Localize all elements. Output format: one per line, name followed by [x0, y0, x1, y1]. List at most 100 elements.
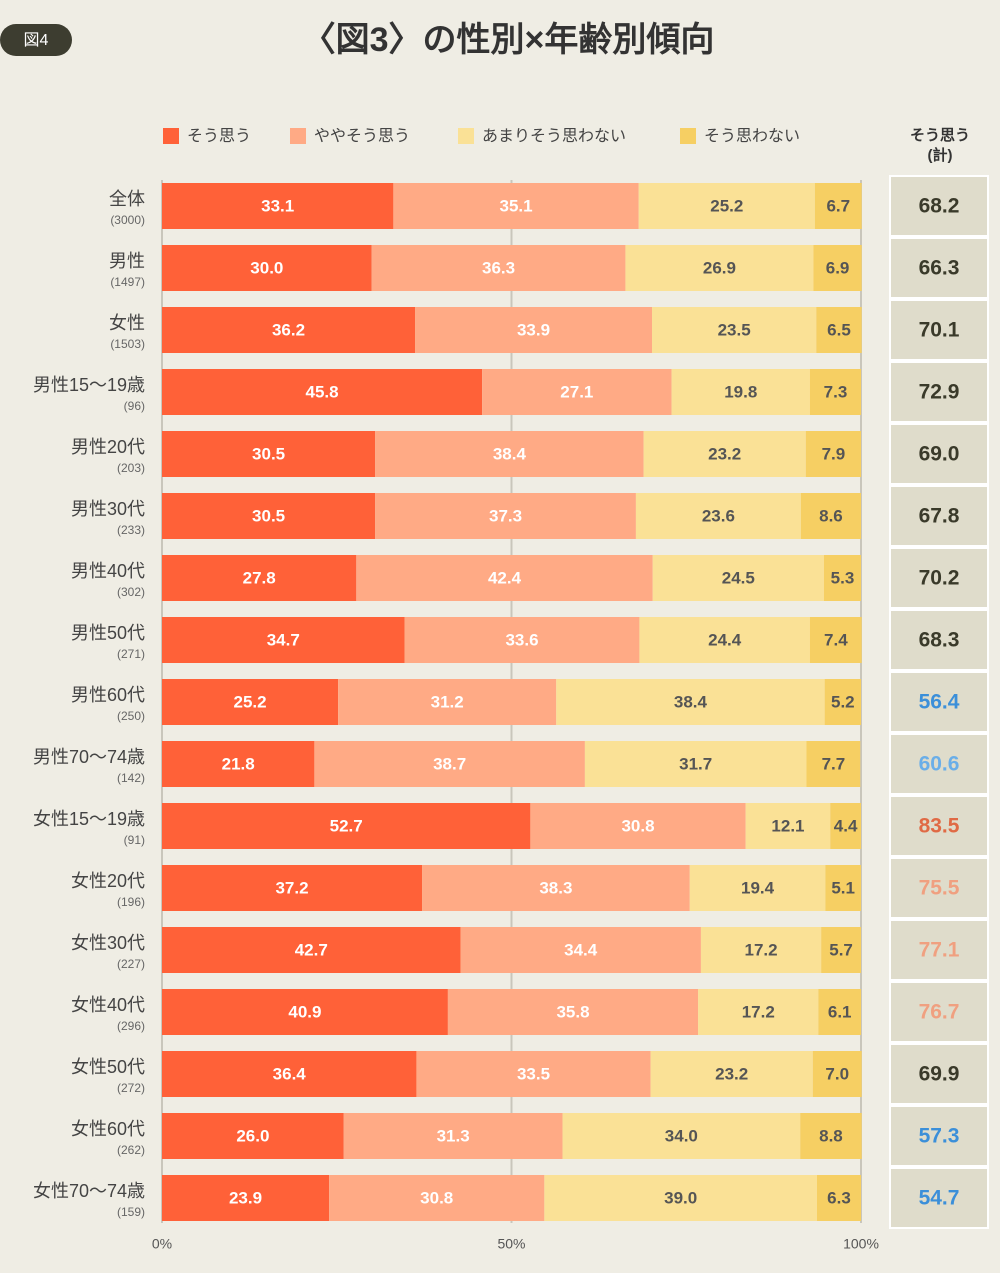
- value-label: 8.8: [819, 1126, 843, 1145]
- value-label: 6.1: [828, 1002, 852, 1021]
- value-label: 30.0: [250, 258, 283, 277]
- total-label: 67.8: [919, 505, 960, 528]
- bar-segment: [162, 617, 405, 663]
- value-label: 38.4: [493, 444, 527, 463]
- value-label: 4.4: [834, 816, 858, 835]
- bar-segment: [338, 679, 557, 725]
- sample-size: (272): [117, 1081, 145, 1095]
- category-label: 女性: [109, 313, 145, 333]
- value-label: 33.5: [517, 1064, 550, 1083]
- bar-segment: [652, 555, 824, 601]
- legend-label: そう思わない: [704, 127, 800, 145]
- totals-header: (計): [928, 146, 953, 164]
- sample-size: (233): [117, 523, 145, 537]
- total-cell: [889, 609, 989, 671]
- totals-header: そう思う: [910, 127, 970, 144]
- value-label: 25.2: [234, 692, 267, 711]
- category-label: 男性60代: [71, 685, 145, 705]
- chart-title: 〈図3〉の性別×年齢別傾向: [302, 21, 715, 59]
- value-label: 34.0: [665, 1126, 698, 1145]
- value-label: 38.3: [539, 878, 572, 897]
- bar-segment: [638, 183, 815, 229]
- bar-segment: [415, 307, 652, 353]
- value-label: 7.3: [824, 382, 848, 401]
- bar-segment: [162, 245, 372, 291]
- total-label: 68.3: [919, 629, 960, 652]
- total-label: 60.6: [919, 753, 960, 776]
- bar-segment: [404, 617, 640, 663]
- value-label: 24.4: [708, 630, 742, 649]
- sample-size: (302): [117, 585, 145, 599]
- value-label: 31.3: [437, 1126, 470, 1145]
- total-cell: [889, 857, 989, 919]
- legend-swatch: [163, 128, 179, 144]
- bar-segment: [460, 927, 701, 973]
- bar-segment: [162, 493, 376, 539]
- bar-segment: [162, 431, 376, 477]
- bar-segment: [375, 493, 636, 539]
- bar-segment: [162, 927, 461, 973]
- category-label: 女性70〜74歳: [33, 1181, 145, 1201]
- bar-segment: [162, 307, 416, 353]
- sample-size: (227): [117, 957, 145, 971]
- value-label: 36.2: [272, 320, 305, 339]
- value-label: 33.6: [505, 630, 538, 649]
- value-label: 30.5: [252, 506, 285, 525]
- value-label: 37.2: [275, 878, 308, 897]
- bar-segment: [813, 245, 862, 291]
- bar-segment: [162, 989, 448, 1035]
- bar-segment: [745, 803, 831, 849]
- bar-segment: [824, 679, 861, 725]
- bar-segment: [314, 741, 585, 787]
- bar-segment: [162, 741, 315, 787]
- value-label: 38.7: [433, 754, 466, 773]
- bar-segment: [162, 183, 394, 229]
- total-label: 72.9: [919, 381, 960, 404]
- total-label: 69.0: [919, 443, 960, 466]
- bar-segment: [818, 989, 861, 1035]
- sample-size: (196): [117, 895, 145, 909]
- value-label: 38.4: [674, 692, 708, 711]
- value-label: 30.8: [621, 816, 654, 835]
- value-label: 23.2: [708, 444, 741, 463]
- value-label: 23.2: [715, 1064, 748, 1083]
- sample-size: (96): [124, 399, 145, 413]
- category-label: 男性50代: [71, 623, 145, 643]
- bar-segment: [562, 1113, 801, 1159]
- sample-size: (203): [117, 461, 145, 475]
- value-label: 7.7: [822, 754, 846, 773]
- total-cell: [889, 981, 989, 1043]
- bar-segment: [643, 431, 806, 477]
- legend-label: あまりそう思わない: [482, 127, 626, 145]
- bar-segment: [812, 1051, 862, 1097]
- value-label: 26.9: [703, 258, 736, 277]
- value-label: 42.7: [295, 940, 328, 959]
- sample-size: (142): [117, 771, 145, 785]
- value-label: 5.3: [831, 568, 855, 587]
- value-label: 5.1: [831, 878, 855, 897]
- total-label: 56.4: [919, 691, 960, 714]
- bar-segment: [584, 741, 807, 787]
- total-cell: [889, 1105, 989, 1167]
- bar-segment: [393, 183, 639, 229]
- value-label: 5.2: [831, 692, 855, 711]
- value-label: 17.2: [744, 940, 777, 959]
- legend-label: そう思う: [187, 127, 251, 145]
- bar-segment: [639, 617, 810, 663]
- sample-size: (3000): [110, 213, 145, 227]
- bar-segment: [162, 1051, 417, 1097]
- bar-segment: [698, 989, 819, 1035]
- category-label: 女性40代: [71, 995, 145, 1015]
- value-label: 31.2: [431, 692, 464, 711]
- bar-segment: [162, 1175, 330, 1221]
- value-label: 35.8: [556, 1002, 589, 1021]
- value-label: 45.8: [306, 382, 339, 401]
- total-label: 83.5: [919, 815, 960, 838]
- bar-segment: [825, 865, 861, 911]
- total-label: 54.7: [919, 1187, 960, 1210]
- bar-segment: [816, 1175, 861, 1221]
- value-label: 33.9: [517, 320, 550, 339]
- category-label: 女性50代: [71, 1057, 145, 1077]
- value-label: 8.6: [819, 506, 843, 525]
